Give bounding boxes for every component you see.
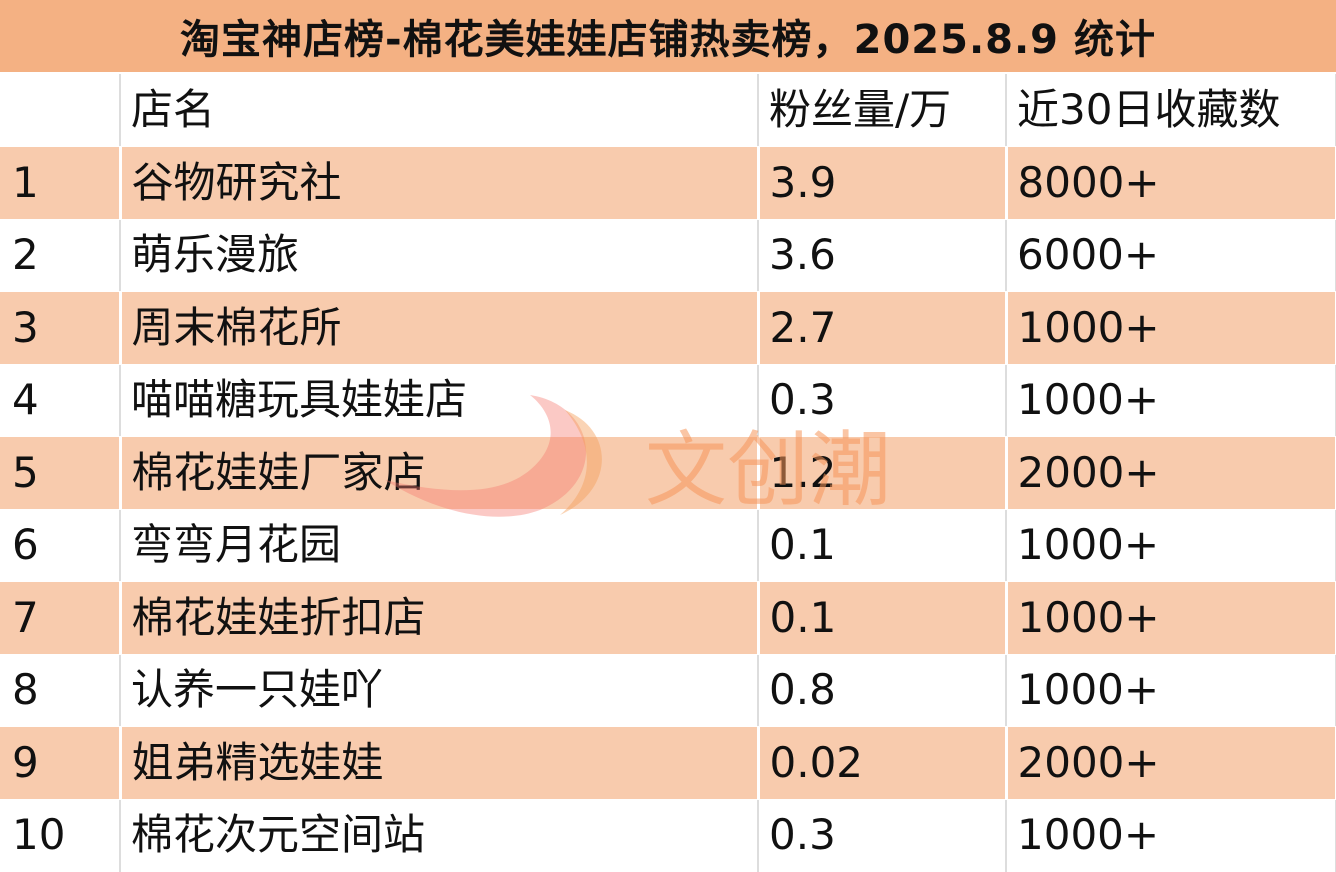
table-row: 1 谷物研究社 3.9 8000+ bbox=[0, 146, 1336, 220]
cell-fans: 0.3 bbox=[758, 364, 1007, 437]
table-row: 6 弯弯月花园 0.1 1000+ bbox=[0, 509, 1336, 582]
cell-shop-name: 姐弟精选娃娃 bbox=[120, 726, 760, 800]
cell-fans: 0.3 bbox=[758, 799, 1007, 872]
cell-fans: 2.7 bbox=[758, 291, 1008, 365]
cell-shop-name: 谷物研究社 bbox=[120, 146, 760, 220]
cell-fans: 0.02 bbox=[758, 726, 1008, 800]
ranking-table: 店名 粉丝量/万 近30日收藏数 1 谷物研究社 3.9 8000+ 2 萌乐漫… bbox=[0, 74, 1336, 872]
cell-shop-name: 棉花娃娃厂家店 bbox=[120, 436, 760, 510]
cell-fans: 3.6 bbox=[758, 219, 1007, 292]
cell-favorites: 1000+ bbox=[1006, 509, 1336, 582]
cell-favorites: 2000+ bbox=[1006, 726, 1336, 800]
cell-rank: 2 bbox=[0, 219, 121, 292]
table-row: 3 周末棉花所 2.7 1000+ bbox=[0, 291, 1336, 365]
cell-rank: 5 bbox=[0, 436, 122, 510]
cell-favorites: 8000+ bbox=[1006, 146, 1336, 220]
cell-rank: 10 bbox=[0, 799, 121, 872]
cell-fans: 0.1 bbox=[758, 509, 1007, 582]
cell-shop-name: 棉花次元空间站 bbox=[120, 799, 759, 872]
cell-fans: 0.8 bbox=[758, 654, 1007, 727]
table-row: 4 喵喵糖玩具娃娃店 0.3 1000+ bbox=[0, 364, 1336, 437]
cell-shop-name: 弯弯月花园 bbox=[120, 509, 759, 582]
cell-rank: 4 bbox=[0, 364, 121, 437]
cell-favorites: 1000+ bbox=[1006, 799, 1336, 872]
table-row: 8 认养一只娃吖 0.8 1000+ bbox=[0, 654, 1336, 727]
cell-favorites: 6000+ bbox=[1006, 219, 1336, 292]
header-rank bbox=[0, 74, 121, 147]
header-favorites: 近30日收藏数 bbox=[1006, 74, 1336, 147]
table-row: 9 姐弟精选娃娃 0.02 2000+ bbox=[0, 726, 1336, 800]
table-row: 5 棉花娃娃厂家店 1.2 2000+ bbox=[0, 436, 1336, 510]
cell-shop-name: 认养一只娃吖 bbox=[120, 654, 759, 727]
table-row: 10 棉花次元空间站 0.3 1000+ bbox=[0, 799, 1336, 872]
cell-rank: 9 bbox=[0, 726, 122, 800]
cell-favorites: 1000+ bbox=[1006, 364, 1336, 437]
cell-favorites: 2000+ bbox=[1006, 436, 1336, 510]
cell-rank: 7 bbox=[0, 581, 122, 655]
cell-fans: 3.9 bbox=[758, 146, 1008, 220]
cell-favorites: 1000+ bbox=[1006, 654, 1336, 727]
cell-shop-name: 喵喵糖玩具娃娃店 bbox=[120, 364, 759, 437]
cell-shop-name: 萌乐漫旅 bbox=[120, 219, 759, 292]
header-shop-name: 店名 bbox=[120, 74, 759, 147]
cell-rank: 1 bbox=[0, 146, 122, 220]
cell-fans: 0.1 bbox=[758, 581, 1008, 655]
cell-shop-name: 棉花娃娃折扣店 bbox=[120, 581, 760, 655]
cell-shop-name: 周末棉花所 bbox=[120, 291, 760, 365]
header-fans: 粉丝量/万 bbox=[758, 74, 1007, 147]
table-row: 2 萌乐漫旅 3.6 6000+ bbox=[0, 219, 1336, 292]
page-title: 淘宝神店榜-棉花美娃娃店铺热卖榜，2025.8.9 统计 bbox=[0, 0, 1336, 74]
table-row: 7 棉花娃娃折扣店 0.1 1000+ bbox=[0, 581, 1336, 655]
cell-favorites: 1000+ bbox=[1006, 291, 1336, 365]
cell-rank: 3 bbox=[0, 291, 122, 365]
cell-fans: 1.2 bbox=[758, 436, 1008, 510]
cell-favorites: 1000+ bbox=[1006, 581, 1336, 655]
table-header-row: 店名 粉丝量/万 近30日收藏数 bbox=[0, 74, 1336, 147]
cell-rank: 8 bbox=[0, 654, 121, 727]
cell-rank: 6 bbox=[0, 509, 121, 582]
